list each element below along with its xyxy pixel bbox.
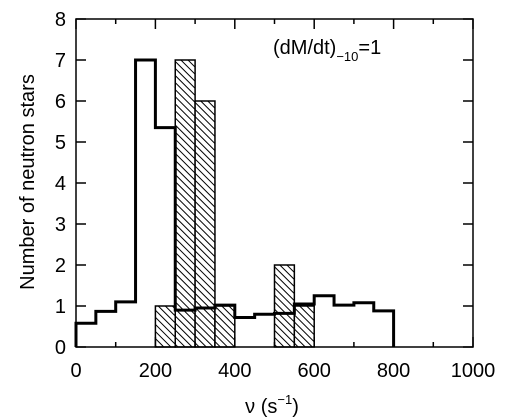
x-axis-label-sup: −1 [277,392,292,407]
step-outline-line [74,58,396,347]
hatched-bar [154,305,176,348]
y-tick-label: 0 [55,337,66,359]
hatched-bars-series [154,59,315,348]
y-tick-label: 8 [55,9,66,31]
y-tick-label: 3 [55,214,66,236]
x-tick-label: 800 [377,360,410,382]
x-tick-label: 1000 [451,360,496,382]
x-axis-label-main: ν (s [245,396,277,418]
hatched-bar [194,100,216,348]
step-outline-series [74,58,396,347]
y-tick-label: 2 [55,255,66,277]
hatched-bar [174,59,196,348]
y-tick-label: 4 [55,173,66,195]
x-tick-label: 200 [139,360,172,382]
hatched-bar [273,264,296,348]
ticks: 0 200 400 600 800 1000 0 1 2 3 4 5 6 7 8 [55,9,495,382]
y-tick-label: 5 [55,132,66,154]
accretion-rate-annotation: (dM/dt)−10=1 [273,37,381,64]
y-tick-label: 1 [55,296,66,318]
x-axis-label: ν (s−1) [245,392,299,418]
hatched-bar [293,305,315,348]
annotation-tail: =1 [358,37,381,59]
y-tick-label: 6 [55,91,66,113]
y-axis-label: Number of neutron stars [17,74,39,290]
x-tick-label: 0 [70,360,81,382]
x-tick-label: 600 [298,360,331,382]
x-axis-label-end: ) [292,396,299,418]
annotation-subscript: −10 [336,49,358,64]
y-tick-label: 7 [55,50,66,72]
hatched-bar [214,305,236,348]
annotation-main: (dM/dt) [273,37,336,59]
x-tick-label: 400 [218,360,251,382]
